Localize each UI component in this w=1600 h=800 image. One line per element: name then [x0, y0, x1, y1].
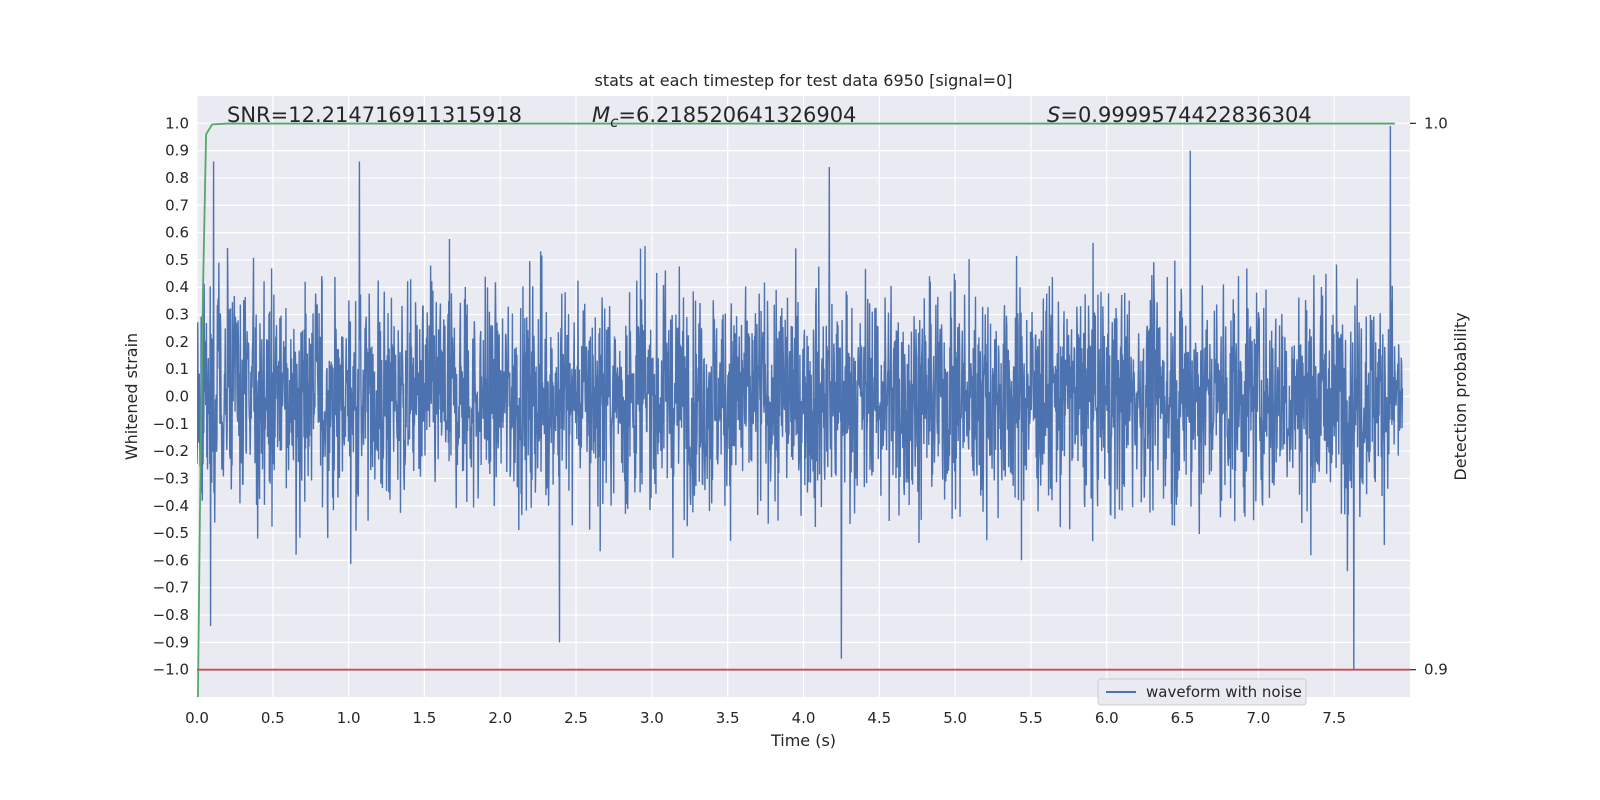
x-tick-label: 0.0 — [185, 709, 209, 727]
y-tick-label: 1.0 — [165, 114, 189, 132]
y-tick-label: 0.1 — [165, 360, 189, 378]
y-tick-label: −0.1 — [153, 415, 189, 433]
y-tick-label: −0.3 — [153, 469, 189, 487]
y-tick-label: −0.7 — [153, 579, 189, 597]
y-tick-label: −1.0 — [153, 661, 189, 679]
y-tick-label: −0.5 — [153, 524, 189, 542]
y-tick-label: 0.2 — [165, 333, 189, 351]
y-tick-label: −0.2 — [153, 442, 189, 460]
chirp-mass-value: =6.218520641326904 — [618, 103, 856, 127]
x-tick-label: 1.5 — [413, 709, 437, 727]
y-tick-label: 0.5 — [165, 251, 189, 269]
y2-tick-label: 1.0 — [1424, 114, 1448, 132]
chirp-mass-symbol: M — [592, 103, 610, 127]
x-tick-label: 2.0 — [488, 709, 512, 727]
x-tick-label: 2.5 — [564, 709, 588, 727]
x-axis-label: Time (s) — [770, 731, 836, 750]
y-tick-label: −0.9 — [153, 633, 189, 651]
x-tick-label: 5.5 — [1019, 709, 1043, 727]
y-tick-label: −0.6 — [153, 551, 189, 569]
y-tick-label: −0.4 — [153, 497, 189, 515]
y-tick-label: 0.4 — [165, 278, 189, 296]
x-tick-label: 7.0 — [1246, 709, 1270, 727]
y-tick-label: 0.9 — [165, 142, 189, 160]
x-tick-label: 3.5 — [716, 709, 740, 727]
legend: waveform with noise — [1097, 678, 1307, 706]
x-tick-label: 3.0 — [640, 709, 664, 727]
x-tick-label: 6.0 — [1095, 709, 1119, 727]
y-tick-label: 0.8 — [165, 169, 189, 187]
tick-labels: 0.0 0.5 1.0 1.5 2.0 2.5 3.0 3.5 4.0 4.5 5.0 5.5 6.0 6… — [153, 114, 1448, 727]
x-tick-label: 1.0 — [337, 709, 361, 727]
x-tick-label: 7.5 — [1322, 709, 1346, 727]
y2-axis-label: Detection probability — [1451, 312, 1470, 480]
series-detection-probability — [197, 122, 1395, 697]
snr-annotation: SNR=12.214716911315918 — [227, 103, 522, 127]
y-tick-label: 0.6 — [165, 224, 189, 242]
s-symbol: S — [1047, 103, 1060, 127]
s-annotation: S=0.9999574422836304 — [1047, 103, 1312, 127]
x-tick-label: 5.0 — [943, 709, 967, 727]
y-tick-label: 0.3 — [165, 306, 189, 324]
chirp-mass-annotation: Mc=6.218520641326904 — [592, 103, 856, 131]
legend-box — [1097, 678, 1307, 706]
x-tick-label: 4.0 — [792, 709, 816, 727]
y-tick-label: −0.8 — [153, 606, 189, 624]
y-axis-label: Whitened strain — [122, 333, 141, 460]
legend-label-waveform: waveform with noise — [1146, 683, 1302, 701]
series-layer — [197, 122, 1410, 697]
y2-tick-label: 0.9 — [1424, 661, 1448, 679]
x-tick-label: 6.5 — [1171, 709, 1195, 727]
series-waveform-with-noise — [197, 126, 1404, 670]
chart-title: stats at each timestep for test data 695… — [594, 71, 1012, 90]
s-value: =0.9999574422836304 — [1060, 103, 1311, 127]
chirp-mass-subscript: c — [610, 113, 619, 131]
x-tick-label: 0.5 — [261, 709, 285, 727]
y-tick-label: 0.0 — [165, 388, 189, 406]
x-tick-label: 4.5 — [867, 709, 891, 727]
y-tick-label: 0.7 — [165, 196, 189, 214]
